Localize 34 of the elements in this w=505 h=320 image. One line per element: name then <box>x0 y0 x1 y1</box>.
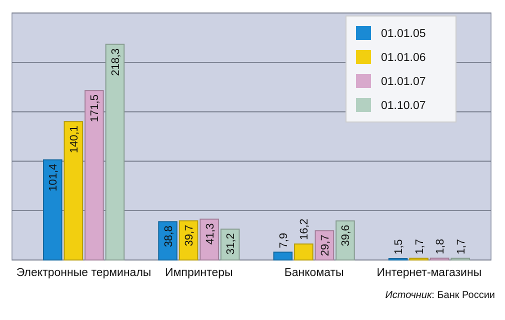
x-tick-label: Банкоматы <box>284 267 344 279</box>
text: Источник: Банк России <box>385 290 495 301</box>
data-label: 1,7 <box>414 239 426 254</box>
data-label: 140,1 <box>68 126 80 154</box>
bar <box>158 221 178 260</box>
data-label: 39,6 <box>340 224 352 246</box>
data-label: 1,8 <box>434 238 447 254</box>
bar <box>105 44 125 260</box>
data-label: 16,2 <box>298 218 311 240</box>
data-label: 101,4 <box>48 164 60 192</box>
bar <box>336 220 355 260</box>
legend-label: 01.01.07 <box>381 76 426 88</box>
legend-label: 01.01.06 <box>381 52 426 64</box>
data-label: 41,3 <box>204 223 216 245</box>
data-label: 39,7 <box>184 224 196 246</box>
bar <box>84 90 104 260</box>
bar <box>64 121 84 260</box>
data-label: 1,7 <box>455 239 468 254</box>
bar <box>43 159 62 260</box>
data-label: 218,3 <box>110 48 122 76</box>
x-tick-label: Интернет-магазины <box>376 267 482 279</box>
legend-label: 01.01.05 <box>381 28 426 40</box>
legend-label: 01.10.07 <box>381 100 426 112</box>
x-tick-label: Импринтеры <box>165 267 233 279</box>
x-tick-label: Электронные терминалы <box>16 267 152 279</box>
bar <box>294 243 314 260</box>
data-label: 171,5 <box>89 94 102 122</box>
data-label: 1,5 <box>393 239 406 255</box>
data-label: 29,7 <box>319 234 332 256</box>
data-label: 7,9 <box>278 232 290 248</box>
bar <box>273 252 293 260</box>
bar <box>200 218 219 260</box>
data-label: 31,2 <box>225 233 238 255</box>
data-label: 38,8 <box>162 226 175 248</box>
